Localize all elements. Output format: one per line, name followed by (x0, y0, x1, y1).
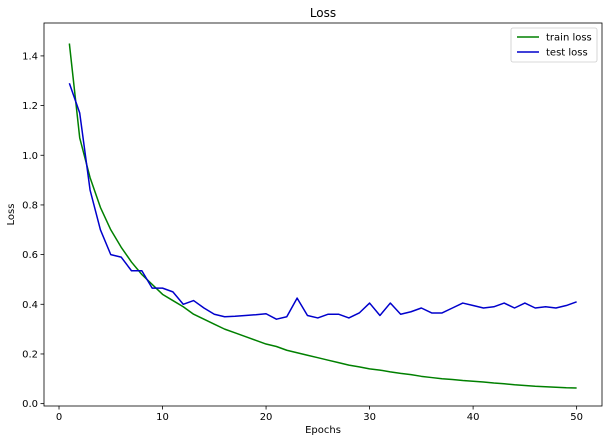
y-tick-label: 1.4 (22, 51, 38, 62)
x-tick-label: 0 (56, 412, 62, 423)
legend: train loss test loss (510, 27, 598, 63)
y-tick-label: 0.4 (22, 300, 38, 311)
y-tick-label: 0.2 (22, 349, 38, 360)
x-tick-label: 30 (363, 412, 376, 423)
legend-label: train loss (546, 33, 592, 44)
plot-lines (68, 43, 577, 389)
series-line-test-loss (68, 82, 577, 320)
x-axis-ticks: 0 10 20 30 40 50 (56, 406, 583, 423)
y-tick-label: 0.8 (22, 200, 38, 211)
plot-frame (43, 22, 603, 407)
x-tick-label: 10 (156, 412, 169, 423)
y-tick-label: 0.0 (22, 399, 38, 410)
y-tick-label: 1.2 (22, 101, 38, 112)
y-tick-label: 1.0 (22, 151, 38, 162)
chart-title: Loss (310, 6, 336, 20)
legend-label: test loss (546, 48, 588, 59)
x-tick-label: 50 (570, 412, 583, 423)
y-axis-label: Loss (6, 204, 17, 226)
y-tick-label: 0.6 (22, 250, 38, 261)
x-tick-label: 20 (260, 412, 273, 423)
x-axis-label: Epochs (305, 425, 341, 436)
y-axis-ticks: 0.0 0.2 0.4 0.6 0.8 1.0 1.2 1.4 (22, 51, 44, 410)
series-line-train-loss (68, 43, 577, 389)
x-tick-label: 40 (467, 412, 480, 423)
